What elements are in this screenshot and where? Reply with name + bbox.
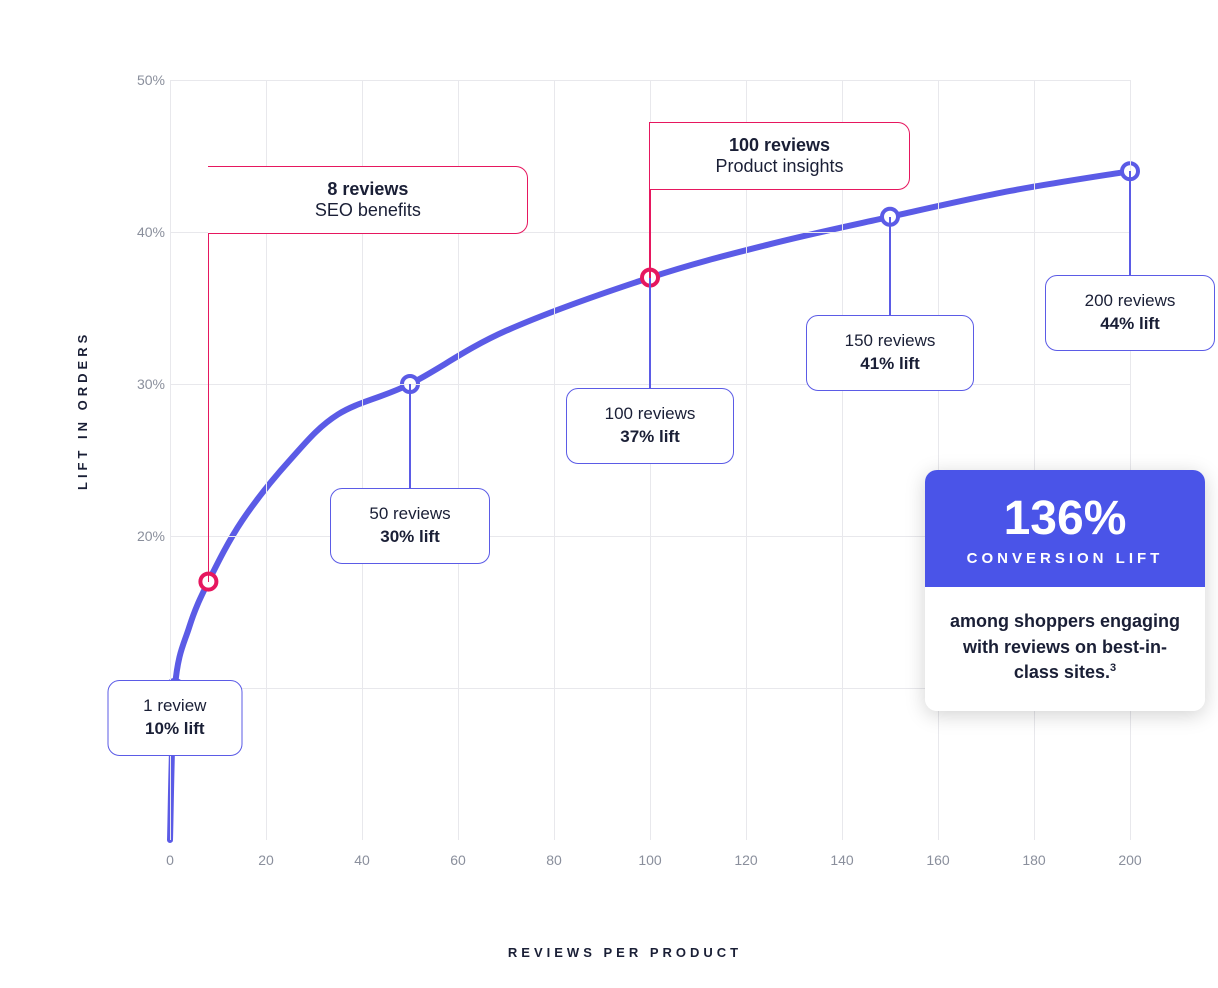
gridline-vertical: [938, 80, 939, 840]
callout-value: 30% lift: [351, 526, 469, 549]
callout-label: 1 review: [128, 695, 221, 718]
insight-footnote: 3: [1110, 662, 1116, 674]
insight-body: among shoppers engaging with reviews on …: [925, 587, 1205, 711]
gridline-vertical: [554, 80, 555, 840]
insight-body-text: among shoppers engaging with reviews on …: [950, 611, 1180, 681]
x-axis-label: REVIEWS PER PRODUCT: [508, 945, 742, 960]
flag-subtitle: SEO benefits: [236, 200, 499, 221]
callout-connector: [1129, 171, 1131, 275]
callout-connector: [649, 278, 651, 388]
insight-header: 136% CONVERSION LIFT: [925, 470, 1205, 587]
callout-value: 37% lift: [587, 426, 713, 449]
callout-connector: [889, 217, 891, 315]
x-tick-label: 200: [1118, 852, 1141, 868]
callout-label: 50 reviews: [351, 503, 469, 526]
x-tick-label: 120: [734, 852, 757, 868]
callout-box: 100 reviews37% lift: [566, 388, 734, 464]
flag-title: 100 reviews: [678, 135, 881, 156]
x-tick-label: 60: [450, 852, 466, 868]
flag-subtitle: Product insights: [678, 156, 881, 177]
flag-box: 8 reviewsSEO benefits: [208, 166, 528, 234]
callout-label: 150 reviews: [827, 330, 953, 353]
callout-box: 50 reviews30% lift: [330, 488, 490, 564]
x-tick-label: 160: [926, 852, 949, 868]
chart-container: LIFT IN ORDERS REVIEWS PER PRODUCT 10%20…: [80, 50, 1170, 950]
y-tick-label: 20%: [125, 528, 165, 544]
x-tick-label: 80: [546, 852, 562, 868]
callout-value: 10% lift: [128, 718, 221, 741]
callout-connector: [409, 384, 411, 488]
insight-subtitle: CONVERSION LIFT: [943, 550, 1187, 567]
callout-box: 200 reviews44% lift: [1045, 275, 1215, 351]
callout-value: 41% lift: [827, 353, 953, 376]
callout-box: 1 review10% lift: [107, 680, 242, 756]
insight-card: 136% CONVERSION LIFT among shoppers engagi…: [925, 470, 1205, 711]
flag-title: 8 reviews: [236, 179, 499, 200]
gridline-vertical: [842, 80, 843, 840]
x-tick-label: 100: [638, 852, 661, 868]
insight-number: 136%: [943, 494, 1187, 544]
callout-label: 200 reviews: [1066, 290, 1194, 313]
flag-box: 100 reviewsProduct insights: [650, 122, 910, 190]
x-tick-label: 40: [354, 852, 370, 868]
y-tick-label: 50%: [125, 72, 165, 88]
x-tick-label: 140: [830, 852, 853, 868]
callout-label: 100 reviews: [587, 403, 713, 426]
gridline-vertical: [746, 80, 747, 840]
x-tick-label: 20: [258, 852, 274, 868]
callout-value: 44% lift: [1066, 313, 1194, 336]
y-tick-label: 40%: [125, 224, 165, 240]
callout-box: 150 reviews41% lift: [806, 315, 974, 391]
x-tick-label: 0: [166, 852, 174, 868]
x-tick-label: 180: [1022, 852, 1045, 868]
y-tick-label: 30%: [125, 376, 165, 392]
plot-area: 10%20%30%40%50%0204060801001201401601802…: [170, 80, 1130, 840]
gridline-vertical: [1034, 80, 1035, 840]
y-axis-label: LIFT IN ORDERS: [75, 331, 90, 490]
